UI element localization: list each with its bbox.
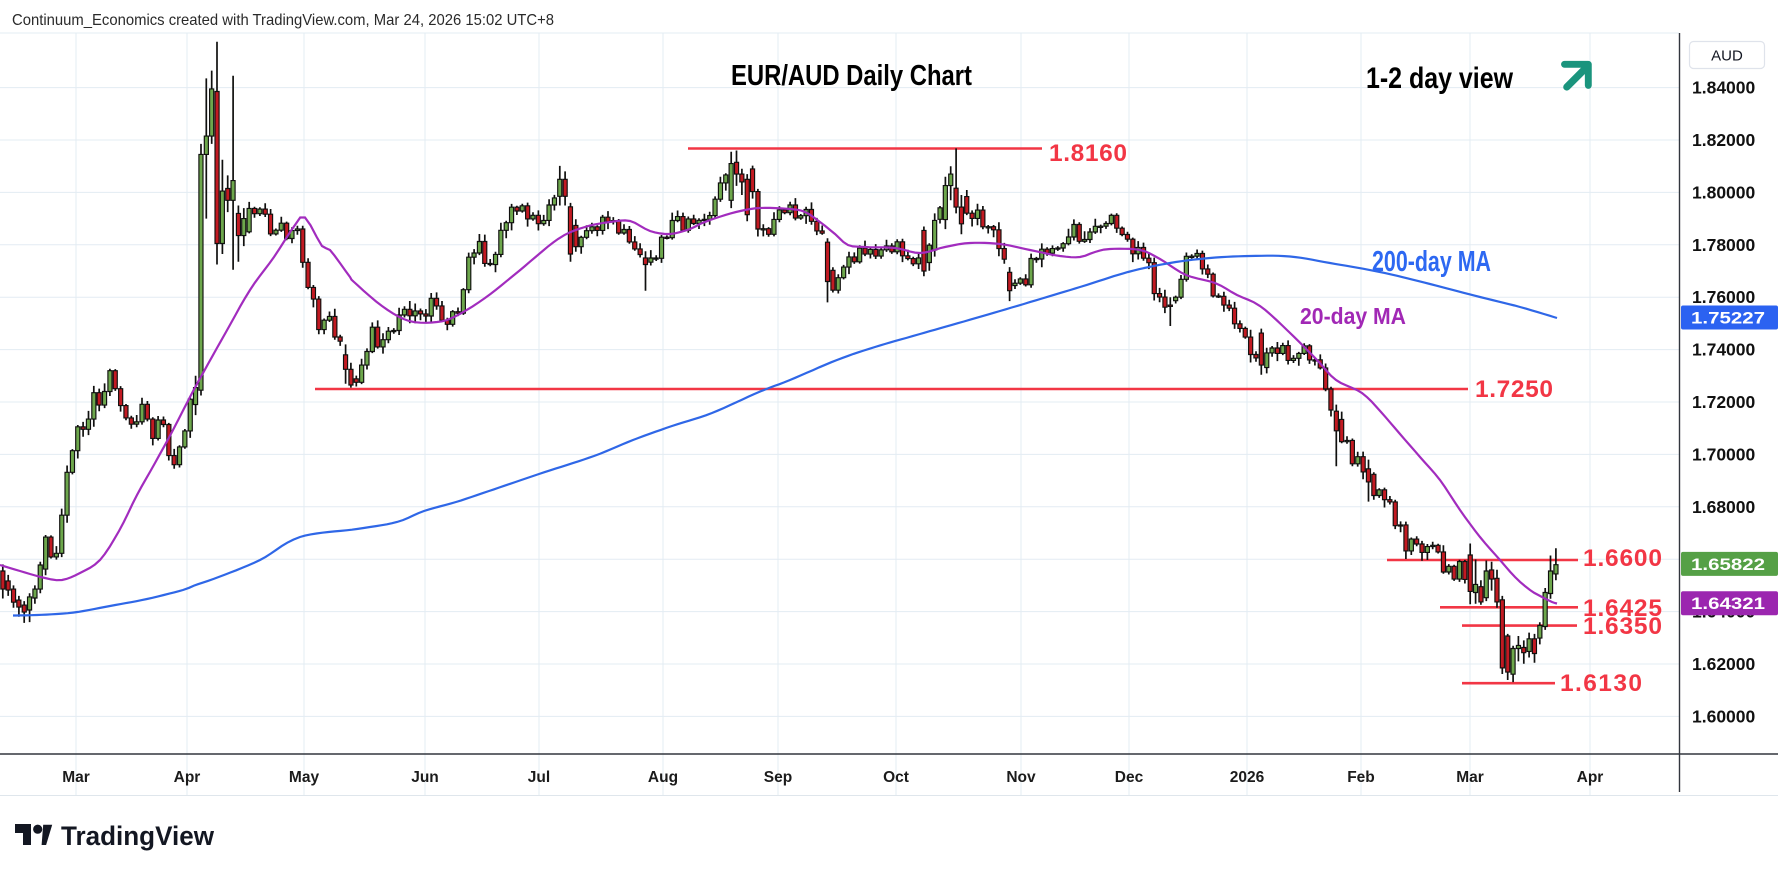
svg-text:Jul: Jul xyxy=(528,769,550,786)
svg-text:Sep: Sep xyxy=(764,769,792,786)
svg-text:Aug: Aug xyxy=(648,769,678,786)
svg-text:1.6350: 1.6350 xyxy=(1583,613,1662,640)
svg-text:1.70000: 1.70000 xyxy=(1692,444,1756,464)
svg-text:1.78000: 1.78000 xyxy=(1692,235,1756,255)
svg-text:Mar: Mar xyxy=(62,769,90,786)
svg-text:1.72000: 1.72000 xyxy=(1692,392,1756,412)
svg-text:1.74000: 1.74000 xyxy=(1692,340,1756,360)
svg-text:1.76000: 1.76000 xyxy=(1692,287,1756,307)
svg-text:1.6600: 1.6600 xyxy=(1583,545,1662,572)
svg-text:1.80000: 1.80000 xyxy=(1692,182,1756,202)
svg-text:1.65822: 1.65822 xyxy=(1691,555,1765,574)
svg-text:2026: 2026 xyxy=(1230,769,1265,786)
svg-text:May: May xyxy=(289,769,320,786)
svg-text:1.8160: 1.8160 xyxy=(1049,140,1127,167)
svg-text:1.6425: 1.6425 xyxy=(1583,595,1662,622)
svg-text:1.68000: 1.68000 xyxy=(1692,497,1756,517)
svg-text:1.84000: 1.84000 xyxy=(1692,78,1756,98)
svg-text:Continuum_Economics created wi: Continuum_Economics created with Trading… xyxy=(12,12,554,29)
svg-text:Apr: Apr xyxy=(1577,769,1604,786)
svg-text:AUD: AUD xyxy=(1711,48,1743,65)
svg-text:Dec: Dec xyxy=(1115,769,1144,786)
svg-text:Feb: Feb xyxy=(1347,769,1375,786)
svg-text:1-2 day view: 1-2 day view xyxy=(1366,62,1514,95)
svg-text:1.62000: 1.62000 xyxy=(1692,654,1756,674)
svg-text:Jun: Jun xyxy=(411,769,439,786)
svg-text:1.64321: 1.64321 xyxy=(1691,594,1765,613)
svg-text:1.82000: 1.82000 xyxy=(1692,130,1756,150)
svg-text:TradingView: TradingView xyxy=(61,821,215,851)
svg-text:1.75227: 1.75227 xyxy=(1691,309,1765,328)
svg-text:Mar: Mar xyxy=(1456,769,1484,786)
svg-text:Apr: Apr xyxy=(174,769,201,786)
svg-text:Nov: Nov xyxy=(1006,769,1036,786)
svg-text:20-day MA: 20-day MA xyxy=(1300,303,1406,329)
svg-text:EUR/AUD Daily Chart: EUR/AUD Daily Chart xyxy=(731,60,972,92)
svg-text:1.7250: 1.7250 xyxy=(1475,376,1553,403)
svg-text:1.6130: 1.6130 xyxy=(1560,670,1642,697)
svg-text:1.60000: 1.60000 xyxy=(1692,706,1756,726)
svg-text:Oct: Oct xyxy=(883,769,909,786)
svg-text:200-day MA: 200-day MA xyxy=(1372,246,1491,278)
